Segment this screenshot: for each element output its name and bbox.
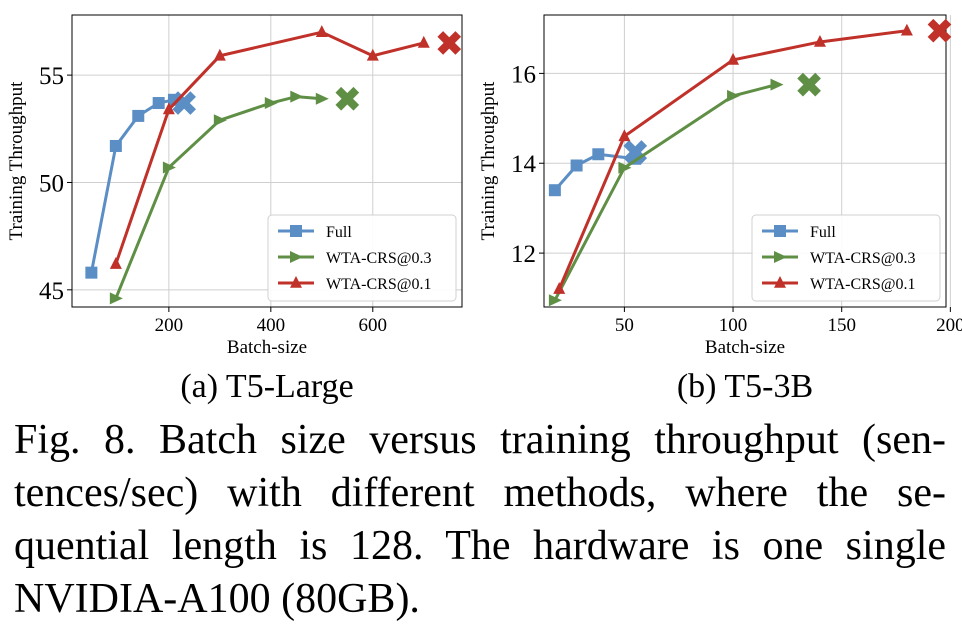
x-tick-label: 600 bbox=[359, 315, 388, 336]
x-tick-label: 400 bbox=[257, 315, 286, 336]
series-line bbox=[553, 83, 777, 301]
series-3 bbox=[109, 25, 462, 269]
charts-svg: 200 400 600 45 50 55 Batch-size Training Throug… bbox=[6, 14, 962, 405]
legend-box bbox=[267, 214, 457, 302]
series-1 bbox=[85, 91, 196, 279]
oom-marker bbox=[797, 72, 821, 97]
legend-label: Full bbox=[326, 224, 352, 241]
data-point bbox=[85, 266, 98, 279]
data-point bbox=[548, 184, 561, 197]
chart-panel-2: 50 100 150 200 12 14 16 Batch-size Training Thro… bbox=[478, 14, 962, 405]
x-tick-label: 150 bbox=[827, 315, 856, 336]
data-point bbox=[417, 35, 430, 48]
data-point bbox=[109, 292, 123, 305]
x-tick-label: 50 bbox=[615, 315, 634, 336]
caption-line: tences/sec) with different methods, wher… bbox=[14, 470, 946, 516]
series-line bbox=[114, 30, 425, 265]
x-tick-label: 200 bbox=[155, 315, 184, 336]
data-point bbox=[813, 34, 826, 47]
legend-marker bbox=[774, 276, 786, 288]
y-axis-label: Training Throughput bbox=[478, 81, 499, 241]
oom-marker bbox=[172, 91, 196, 115]
x-tick-label: 200 bbox=[936, 315, 962, 336]
oom-marker bbox=[927, 18, 952, 43]
legend-label: WTA-CRS@0.1 bbox=[326, 276, 431, 293]
y-axis-label: Training Throughput bbox=[6, 81, 27, 241]
subcaption: (b) T5-3B bbox=[677, 368, 813, 405]
data-point bbox=[553, 282, 566, 294]
data-point bbox=[315, 25, 328, 37]
data-point bbox=[770, 78, 784, 91]
data-point bbox=[132, 109, 145, 122]
series-1 bbox=[548, 140, 648, 197]
plot-frame bbox=[543, 14, 947, 308]
y-tick-label: 14 bbox=[511, 151, 537, 178]
y-tick-label: 45 bbox=[39, 278, 64, 305]
data-point bbox=[900, 23, 913, 36]
data-point bbox=[592, 148, 605, 161]
figure-caption: Fig. 8. Batch size versus training throu… bbox=[14, 414, 946, 626]
legend-marker bbox=[290, 276, 302, 288]
caption-line: quential length is 128. The hardware is … bbox=[14, 523, 946, 569]
data-point bbox=[548, 294, 562, 307]
x-axis-label: Batch-size bbox=[227, 337, 307, 358]
legend-label: Full bbox=[810, 224, 836, 241]
data-point bbox=[213, 48, 226, 61]
data-point bbox=[315, 92, 329, 105]
y-tick-label: 16 bbox=[511, 61, 536, 88]
legend-label: WTA-CRS@0.1 bbox=[810, 276, 915, 293]
x-tick-label: 100 bbox=[719, 315, 748, 336]
data-point bbox=[109, 257, 122, 269]
x-axis-label: Batch-size bbox=[705, 337, 785, 358]
data-point bbox=[727, 52, 740, 65]
y-tick-label: 12 bbox=[511, 241, 536, 268]
legend-marker bbox=[774, 225, 786, 237]
data-point bbox=[264, 97, 278, 110]
series-2 bbox=[548, 72, 821, 307]
legend-box bbox=[751, 214, 941, 302]
data-point bbox=[162, 102, 175, 115]
subcaption: (a) T5-Large bbox=[180, 368, 353, 405]
data-point bbox=[162, 161, 176, 174]
y-tick-label: 50 bbox=[39, 170, 64, 197]
data-point bbox=[109, 139, 122, 152]
legend-marker bbox=[290, 225, 302, 237]
data-point bbox=[152, 97, 165, 110]
y-tick-label: 55 bbox=[39, 63, 64, 90]
chart-panel-1: 200 400 600 45 50 55 Batch-size Training Throug… bbox=[6, 14, 463, 405]
legend: Full WTA-CRS@0.3 WTA-CRS@0.1 bbox=[751, 214, 941, 302]
data-point bbox=[727, 89, 741, 102]
plot-frame bbox=[71, 14, 463, 308]
legend-marker bbox=[774, 251, 787, 263]
legend: Full WTA-CRS@0.3 WTA-CRS@0.1 bbox=[267, 214, 457, 302]
data-point bbox=[570, 159, 583, 172]
caption-line: Fig. 8. Batch size versus training throu… bbox=[14, 417, 946, 463]
data-point bbox=[618, 129, 631, 142]
legend-label: WTA-CRS@0.3 bbox=[326, 250, 431, 267]
oom-marker bbox=[437, 31, 462, 55]
series-2 bbox=[109, 86, 360, 305]
data-point bbox=[213, 114, 227, 127]
caption-line: NVIDIA-A100 (80GB). bbox=[14, 576, 420, 622]
legend-marker bbox=[290, 251, 303, 263]
series-3 bbox=[553, 18, 952, 294]
oom-marker bbox=[335, 86, 360, 111]
data-point bbox=[618, 161, 632, 174]
legend-label: WTA-CRS@0.3 bbox=[810, 250, 915, 267]
data-point bbox=[366, 48, 379, 61]
data-point bbox=[290, 90, 304, 103]
